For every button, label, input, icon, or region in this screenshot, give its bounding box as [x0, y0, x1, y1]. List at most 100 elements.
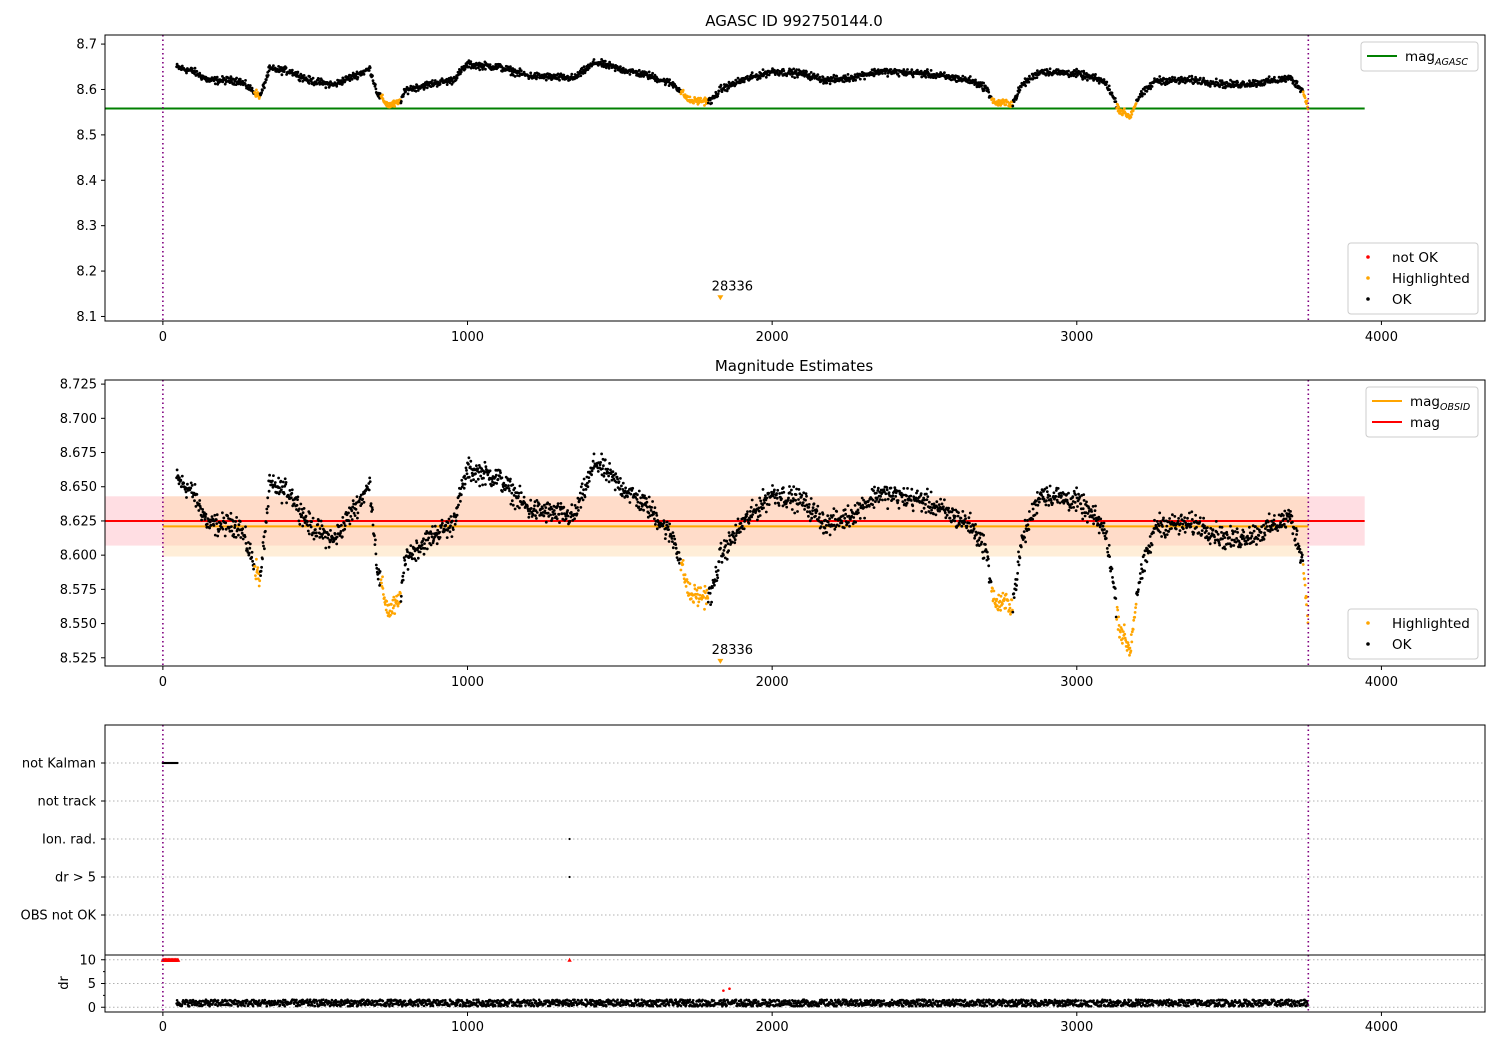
ok-point — [465, 469, 468, 472]
ok-point — [858, 517, 862, 520]
ok-point — [459, 493, 463, 497]
ok-point — [1060, 494, 1063, 498]
ok-point — [883, 498, 887, 502]
ok-point — [835, 510, 839, 513]
ok-point — [590, 469, 594, 473]
ok-point — [626, 495, 629, 499]
ok-point — [1198, 520, 1202, 524]
ok-point — [794, 498, 797, 502]
ok-point — [233, 523, 237, 527]
ok-point — [459, 70, 463, 74]
ok-point — [349, 515, 353, 518]
ok-point — [300, 513, 304, 517]
ok-point — [1082, 499, 1086, 502]
ok-point — [1056, 487, 1060, 490]
ok-point — [620, 494, 624, 498]
ok-point — [200, 518, 204, 522]
ok-point — [279, 479, 283, 483]
ok-point — [467, 475, 471, 479]
ok-point — [350, 77, 354, 81]
ok-point — [790, 493, 794, 496]
ok-point — [450, 519, 454, 523]
ok-point — [733, 538, 737, 542]
ok-point — [476, 467, 480, 471]
ok-point — [716, 92, 720, 96]
highlighted-point — [1129, 633, 1133, 636]
panel-agasc-title: AGASC ID 992750144.0 — [705, 12, 883, 30]
ok-point — [1301, 559, 1305, 563]
ok-point — [726, 542, 730, 546]
ok-point — [746, 74, 749, 78]
ok-point — [374, 83, 377, 86]
ok-point — [445, 83, 449, 86]
ok-point — [251, 559, 255, 563]
ok-point — [1291, 532, 1295, 536]
ok-point — [1031, 507, 1035, 511]
ok-point — [1023, 536, 1026, 539]
ok-point — [602, 61, 605, 65]
ok-point — [872, 506, 876, 509]
ok-point — [290, 491, 294, 495]
ok-point — [350, 509, 354, 513]
ok-point — [661, 524, 665, 528]
ok-point — [1241, 534, 1245, 538]
ok-point — [327, 545, 331, 549]
ok-point — [801, 501, 805, 504]
ok-point — [773, 496, 777, 499]
ok-point — [416, 89, 420, 92]
ok-point — [401, 578, 405, 582]
ok-point — [403, 558, 407, 562]
ok-point — [1188, 75, 1191, 78]
ok-point — [1100, 521, 1103, 525]
ok-point — [374, 552, 378, 556]
ok-point — [272, 64, 275, 68]
ok-point — [823, 526, 827, 530]
ok-point — [509, 477, 512, 481]
ok-point — [273, 481, 277, 484]
ok-point — [671, 531, 675, 534]
ok-point — [943, 498, 946, 502]
ok-point — [455, 76, 459, 80]
ok-point — [223, 82, 227, 86]
ok-point — [356, 511, 360, 515]
ok-point — [449, 524, 452, 528]
ok-point — [655, 527, 659, 531]
ok-point — [340, 523, 343, 527]
ok-point — [1045, 499, 1048, 503]
ok-point — [1208, 85, 1212, 88]
ok-point — [1017, 563, 1021, 567]
ok-point — [463, 482, 467, 486]
highlighted-point — [1118, 635, 1121, 639]
ok-point — [843, 516, 847, 520]
ok-point — [252, 567, 256, 571]
ok-point — [837, 524, 841, 528]
ok-point — [175, 468, 179, 472]
ok-point — [663, 521, 666, 524]
ok-point — [298, 507, 301, 511]
ok-point — [765, 496, 769, 500]
highlighted-point — [697, 600, 701, 604]
ok-point — [1158, 75, 1162, 78]
ok-point — [655, 514, 659, 517]
highlighted-point — [391, 611, 394, 615]
ok-point — [767, 73, 771, 77]
ok-point — [484, 67, 487, 71]
ok-point — [222, 516, 226, 520]
panel-agasc-annotation: 28336 — [712, 279, 753, 294]
ok-point — [896, 501, 899, 505]
ok-point — [544, 520, 548, 524]
ok-point — [263, 547, 266, 551]
ok-point — [747, 521, 751, 525]
highlighted-point — [254, 95, 258, 98]
ok-point — [1256, 537, 1260, 541]
ok-point — [621, 66, 625, 70]
ok-point — [333, 532, 337, 536]
ok-point — [844, 512, 848, 516]
ok-point — [1208, 542, 1212, 546]
ok-point — [719, 541, 723, 545]
ok-point — [670, 537, 674, 540]
ok-point — [373, 543, 377, 546]
ok-point — [306, 529, 310, 533]
ok-point — [1286, 519, 1290, 523]
ok-point — [775, 492, 779, 495]
